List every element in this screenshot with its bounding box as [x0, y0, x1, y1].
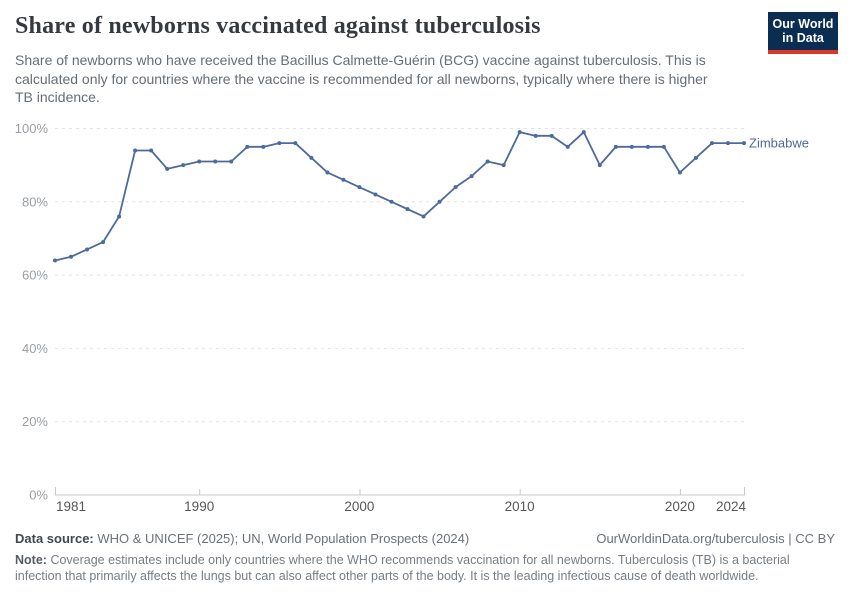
data-point	[661, 144, 666, 149]
x-tick-label: 2010	[505, 499, 535, 514]
y-tick-label: 100%	[15, 121, 49, 136]
owid-logo-stripe	[768, 50, 838, 54]
data-point	[69, 254, 74, 259]
y-tick-label: 0%	[29, 488, 48, 503]
data-point	[421, 214, 426, 219]
note-value: Coverage estimates include only countrie…	[15, 553, 790, 583]
data-point	[357, 185, 362, 190]
data-point	[437, 199, 442, 204]
data-point	[693, 155, 698, 160]
data-point	[709, 141, 714, 146]
x-tick-label: 2000	[344, 499, 374, 514]
data-point	[549, 133, 554, 138]
y-tick-label: 20%	[22, 414, 48, 429]
data-point	[197, 159, 202, 164]
data-point	[453, 185, 458, 190]
owid-logo-line2: in Data	[782, 31, 824, 45]
data-point	[645, 144, 650, 149]
data-point	[629, 144, 634, 149]
data-point	[261, 144, 266, 149]
y-tick-label: 80%	[22, 194, 48, 209]
data-point	[325, 170, 330, 175]
entity-label[interactable]: Zimbabwe	[749, 136, 809, 151]
data-point	[213, 159, 218, 164]
data-point	[53, 258, 57, 263]
owid-logo-line1: Our World	[772, 17, 834, 31]
data-point	[117, 214, 122, 219]
data-point	[85, 247, 90, 252]
y-tick-label: 60%	[22, 268, 48, 283]
data-point	[149, 148, 154, 153]
data-point	[613, 144, 618, 149]
data-point	[229, 159, 234, 164]
y-tick-label: 40%	[22, 341, 48, 356]
data-point	[469, 174, 474, 179]
zimbabwe-line	[54, 131, 745, 262]
data-point	[742, 141, 746, 146]
data-source-label: Data source:	[15, 531, 94, 546]
data-point	[597, 163, 602, 168]
data-point	[101, 240, 106, 245]
footer-note: Note: Coverage estimates include only co…	[15, 553, 837, 584]
data-point	[517, 130, 522, 135]
data-point	[133, 148, 138, 153]
data-point	[293, 141, 298, 146]
data-point	[277, 141, 282, 146]
data-source-text: Data source: WHO & UNICEF (2025); UN, Wo…	[15, 531, 469, 546]
x-tick-label: 1981	[56, 499, 86, 514]
data-point	[181, 163, 186, 168]
data-point	[373, 192, 378, 197]
footer-source-row: Data source: WHO & UNICEF (2025); UN, Wo…	[15, 531, 835, 546]
data-point	[245, 144, 250, 149]
data-point	[565, 144, 570, 149]
page-title: Share of newborns vaccinated against tub…	[15, 13, 541, 39]
data-point	[389, 199, 394, 204]
data-source-value: WHO & UNICEF (2025); UN, World Populatio…	[97, 531, 470, 546]
data-point	[581, 130, 586, 135]
data-point	[501, 163, 506, 168]
x-tick-label: 2020	[665, 499, 695, 514]
owid-logo[interactable]: Our World in Data	[768, 12, 838, 54]
owid-url-license-link[interactable]: OurWorldinData.org/tuberculosis | CC BY	[596, 531, 835, 546]
data-point	[677, 170, 682, 175]
x-tick-label: 2024	[716, 499, 747, 514]
data-point	[165, 166, 170, 171]
note-label: Note:	[15, 553, 47, 567]
data-point	[309, 155, 314, 160]
chart-subtitle: Share of newborns who have received the …	[15, 52, 708, 105]
data-point	[725, 141, 730, 146]
data-point	[341, 177, 346, 182]
x-tick-label: 1990	[184, 499, 214, 514]
data-point	[485, 159, 490, 164]
data-point	[405, 207, 410, 212]
data-point	[533, 133, 538, 138]
